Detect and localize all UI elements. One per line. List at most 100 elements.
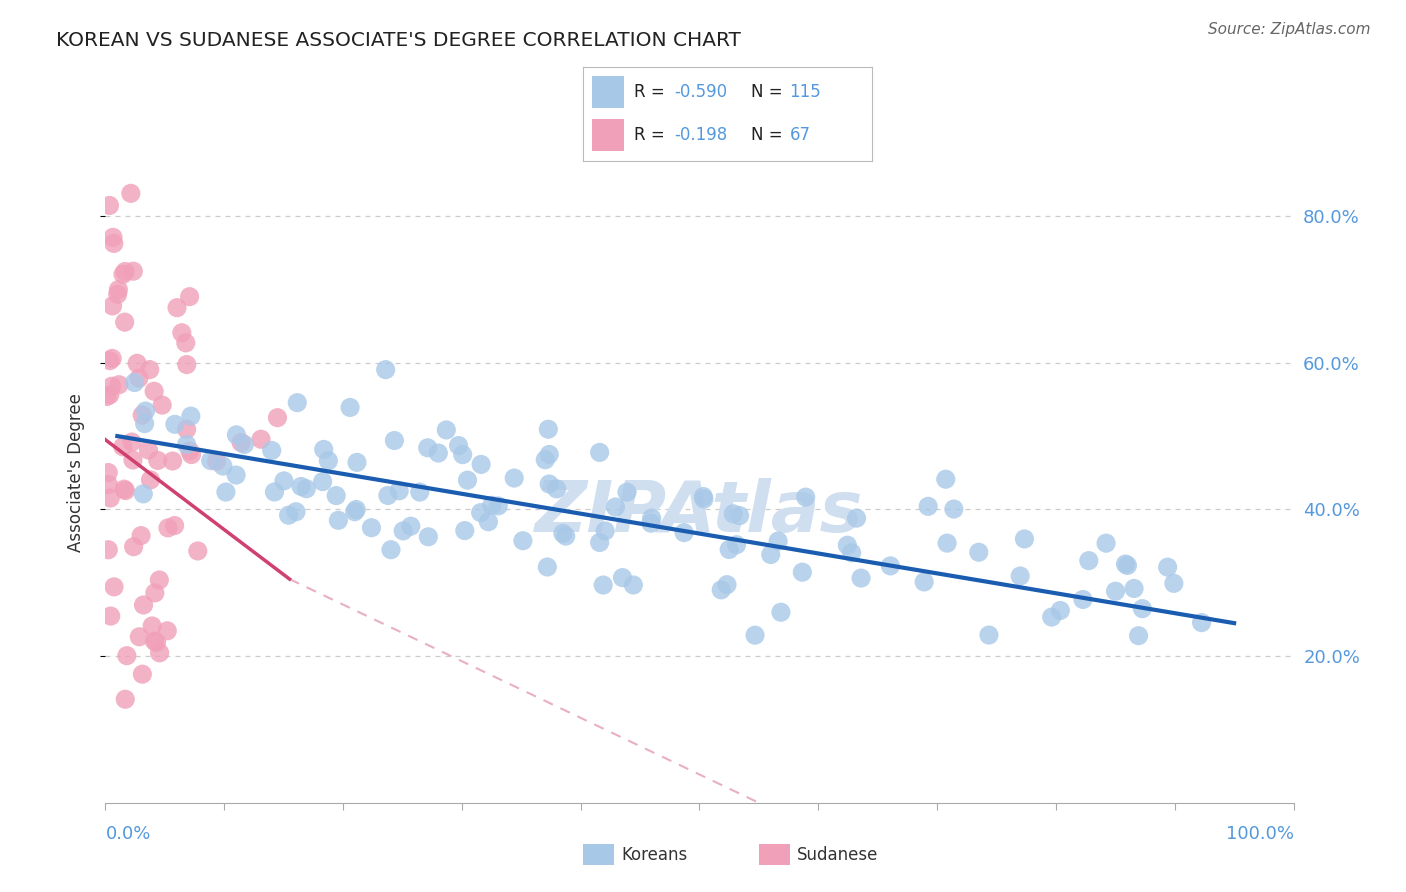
Point — [339, 401, 361, 415]
Point — [1114, 557, 1136, 571]
Point — [98, 388, 121, 402]
Point — [512, 533, 534, 548]
Point — [392, 524, 415, 538]
Point — [145, 635, 167, 649]
Bar — [592, 77, 624, 108]
Point — [114, 315, 136, 329]
Point — [457, 473, 479, 487]
Point — [325, 489, 347, 503]
Bar — [592, 120, 624, 152]
Point — [122, 264, 145, 278]
Text: Source: ZipAtlas.com: Source: ZipAtlas.com — [1208, 22, 1371, 37]
Point — [229, 435, 252, 450]
Point — [150, 398, 173, 412]
Point — [312, 442, 335, 457]
Point — [112, 482, 135, 496]
Point — [114, 483, 136, 498]
Point — [156, 521, 179, 535]
Point — [936, 536, 959, 550]
Point — [538, 477, 561, 491]
Point — [418, 530, 440, 544]
Point — [1128, 629, 1150, 643]
Point — [769, 605, 792, 619]
Point — [536, 560, 558, 574]
Point — [328, 513, 350, 527]
Point — [1104, 584, 1126, 599]
Point — [97, 466, 120, 480]
Point — [1077, 554, 1099, 568]
Point — [112, 268, 135, 282]
Point — [96, 390, 118, 404]
Point — [98, 353, 121, 368]
Text: R =: R = — [634, 83, 669, 101]
Point — [470, 458, 492, 472]
Point — [377, 488, 399, 502]
Point — [917, 500, 939, 514]
Point — [409, 485, 432, 500]
Point — [427, 446, 450, 460]
Point — [200, 453, 222, 467]
Point — [180, 448, 202, 462]
Point — [156, 624, 179, 638]
Point — [344, 502, 367, 516]
Point — [266, 410, 288, 425]
Point — [138, 442, 160, 457]
Point — [503, 471, 526, 485]
Point — [592, 578, 614, 592]
Point — [388, 483, 411, 498]
Point — [692, 490, 714, 504]
Point — [612, 571, 634, 585]
Point — [1163, 576, 1185, 591]
Point — [1049, 603, 1071, 617]
Text: N =: N = — [751, 83, 787, 101]
Point — [447, 438, 470, 452]
Point — [977, 628, 1000, 642]
Point — [114, 264, 136, 278]
Point — [616, 485, 638, 500]
Point — [588, 535, 610, 549]
Text: N =: N = — [751, 127, 787, 145]
Point — [849, 571, 872, 585]
Point — [176, 437, 198, 451]
Point — [454, 524, 477, 538]
Point — [723, 507, 745, 521]
Point — [122, 540, 145, 554]
Point — [311, 475, 333, 489]
Point — [792, 565, 814, 579]
Text: Sudanese: Sudanese — [797, 846, 879, 863]
Text: R =: R = — [634, 127, 669, 145]
Point — [554, 529, 576, 543]
Point — [100, 609, 122, 624]
Point — [146, 453, 169, 467]
Point — [143, 634, 166, 648]
Point — [481, 499, 503, 513]
Point — [1191, 615, 1213, 630]
Point — [967, 545, 990, 559]
Point — [534, 452, 557, 467]
Point — [1071, 592, 1094, 607]
Point — [360, 521, 382, 535]
Point — [121, 435, 143, 450]
Point — [935, 472, 957, 486]
Point — [98, 198, 121, 212]
Point — [97, 477, 120, 491]
Point — [640, 516, 662, 531]
Point — [225, 427, 247, 442]
Point — [131, 667, 153, 681]
Point — [101, 299, 124, 313]
Point — [710, 582, 733, 597]
Point — [179, 290, 201, 304]
Point — [149, 646, 172, 660]
Point — [640, 511, 662, 525]
Point — [132, 598, 155, 612]
Point — [673, 525, 696, 540]
Point — [537, 422, 560, 436]
Point — [129, 528, 152, 542]
Point — [486, 499, 509, 513]
Point — [841, 546, 863, 560]
Point — [1040, 610, 1063, 624]
Point — [538, 447, 561, 461]
Point — [101, 351, 124, 366]
Y-axis label: Associate's Degree: Associate's Degree — [66, 393, 84, 552]
Point — [225, 468, 247, 483]
